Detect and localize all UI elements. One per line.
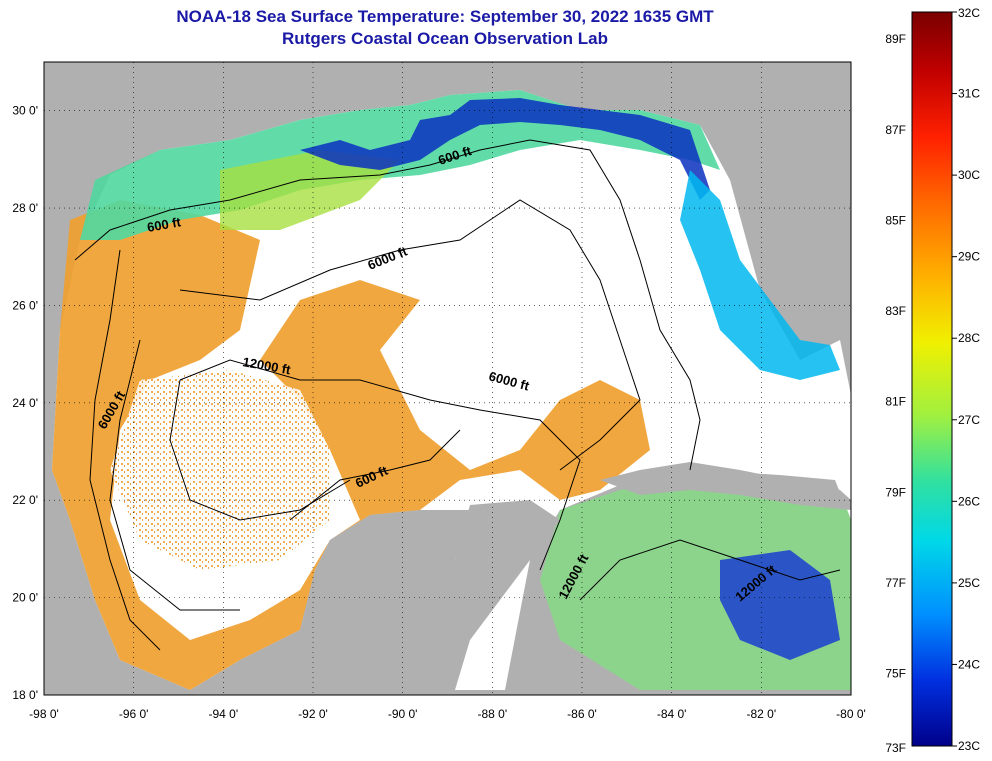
contour-label-600ft: 600 ft (146, 214, 183, 235)
latitude-tick-label: 22 0' (12, 493, 38, 507)
colorbar-fahrenheit-label: 81F (885, 395, 906, 409)
contour-6000ft-west (109, 339, 240, 611)
colorbar-celsius-label: 29C (958, 250, 980, 264)
colorbar-fahrenheit-label: 89F (885, 32, 906, 46)
map-frame (43, 61, 852, 696)
latitude-tick-label: 18 0' (12, 688, 38, 702)
longitude-tick-label: -80 0' (836, 707, 866, 721)
longitude-axis: -98 0' -96 0' -94 0' -92 0' -90 0' -88 0' -86 … (29, 707, 866, 721)
latitude-tick-label: 24 0' (12, 396, 38, 410)
map-subtitle: Rutgers Coastal Ocean Observation Lab (282, 29, 608, 48)
cold-coastal-band (300, 98, 710, 200)
colorbar-celsius-label: 24C (958, 657, 980, 671)
contour-600ft-north (74, 139, 701, 471)
contour-caribbean (579, 539, 841, 601)
yucatan-land (455, 500, 560, 690)
longitude-tick-label: -82 0' (747, 707, 777, 721)
longitude-tick-label: -96 0' (119, 707, 149, 721)
colorbar-fahrenheit-label: 73F (885, 741, 906, 755)
cuba-land (600, 462, 851, 510)
colorbar-fahrenheit-label: 85F (885, 213, 906, 227)
latitude-tick-label: 20 0' (12, 591, 38, 605)
longitude-tick-label: -84 0' (657, 707, 687, 721)
shelf-warm-patch (220, 150, 400, 230)
warm-water-region (52, 200, 650, 690)
latitude-axis: 30 0' 28 0' 26 0' 24 0' 22 0' 20 0' 18 0' (12, 104, 38, 702)
contour-12000ft (179, 359, 581, 571)
longitude-tick-label: -88 0' (478, 707, 508, 721)
contour-600ft-south (289, 429, 461, 521)
map-title: NOAA-18 Sea Surface Temperature: Septemb… (176, 7, 714, 26)
latitude-tick-label: 30 0' (12, 104, 38, 118)
cloud-speckle-region (110, 370, 330, 570)
colorbar-celsius-label: 30C (958, 168, 980, 182)
colorbar-celsius-label: 27C (958, 413, 980, 427)
colorbar-fahrenheit-label: 83F (885, 304, 906, 318)
longitude-tick-label: -94 0' (209, 707, 239, 721)
latitude-tick-label: 28 0' (12, 201, 38, 215)
longitude-tick-label: -90 0' (388, 707, 418, 721)
colorbar (911, 11, 953, 747)
colorbar-fahrenheit-label: 77F (885, 576, 906, 590)
colorbar-celsius-label: 26C (958, 494, 980, 508)
colorbar-fahrenheit-label: 75F (885, 667, 906, 681)
florida-shelf-water (680, 170, 840, 380)
colorbar-fahrenheit-label: 87F (885, 123, 906, 137)
mexico-land (190, 510, 455, 695)
colorbar-celsius-labels: 32C 31C 30C 29C 28C 27C 26C 25C 24C 23C (952, 6, 980, 753)
longitude-tick-label: -98 0' (29, 707, 59, 721)
colorbar-celsius-label: 23C (958, 739, 980, 753)
sst-field: 600 ft 600 ft 600 ft 6000 ft 6000 ft 600… (52, 90, 851, 695)
colorbar-celsius-label: 31C (958, 87, 980, 101)
latitude-tick-label: 26 0' (12, 298, 38, 312)
colorbar-celsius-label: 32C (958, 6, 980, 20)
bathymetry-contours (74, 139, 841, 651)
colorbar-fahrenheit-labels: 89F 87F 85F 83F 81F 79F 77F 75F 73F (885, 32, 906, 755)
longitude-tick-label: -92 0' (298, 707, 328, 721)
contour-6000ft (179, 199, 641, 471)
colorbar-fahrenheit-label: 79F (885, 485, 906, 499)
colorbar-celsius-label: 25C (958, 576, 980, 590)
contour-600ft-west (89, 249, 161, 651)
colorbar-celsius-label: 28C (958, 331, 980, 345)
longitude-tick-label: -86 0' (567, 707, 597, 721)
